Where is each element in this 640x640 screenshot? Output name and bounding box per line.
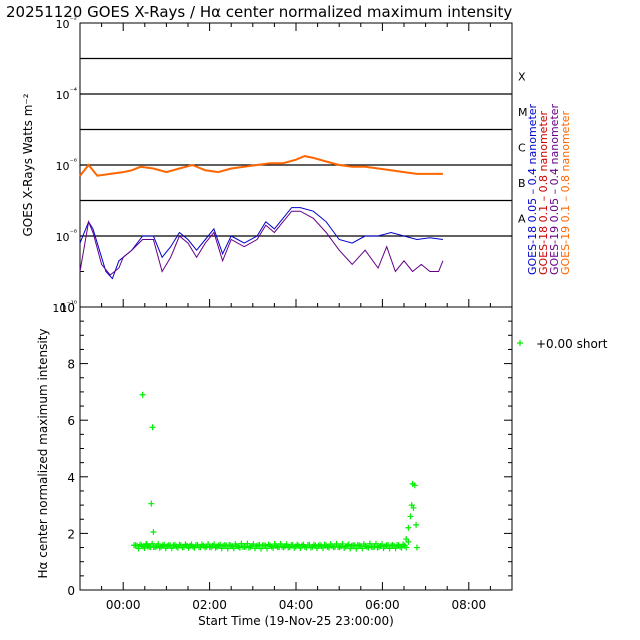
data-point <box>333 540 340 547</box>
data-point <box>378 541 385 548</box>
halpha-legend-label: +0.00 short <box>536 337 608 351</box>
y-tick-label: 6 <box>67 414 75 428</box>
data-point <box>238 540 245 547</box>
data-point <box>372 540 379 547</box>
data-point <box>320 545 326 552</box>
data-point <box>270 544 277 551</box>
data-point <box>403 544 410 551</box>
data-point <box>359 545 366 552</box>
data-point <box>150 528 157 535</box>
halpha-panel: 0 2 4 6 8 10 Hα center normalized maximum inte… <box>36 301 608 628</box>
data-point <box>244 540 251 547</box>
legend-entry: GOES-18 0.05 – 0.4 nanometer <box>526 103 539 275</box>
data-point <box>230 545 237 552</box>
data-point <box>135 545 142 552</box>
series-line <box>79 210 444 276</box>
data-point <box>410 504 417 511</box>
data-point <box>224 545 231 552</box>
x-tick-label: 06:00 <box>365 598 400 612</box>
data-point <box>236 544 243 551</box>
x-tick-label: 08:00 <box>452 598 487 612</box>
halpha-y-axis-label: Hα center normalized maximum intensity <box>36 329 50 579</box>
data-point <box>149 540 156 547</box>
legend-entry: GOES-18 0.1 – 0.8 nanometer <box>537 110 550 275</box>
chart-title: 20251120 GOES X-Rays / Hα center normali… <box>6 3 512 21</box>
data-point <box>405 538 412 545</box>
y-tick-label: 10⁻⁴ <box>56 86 77 102</box>
data-point <box>283 541 290 548</box>
data-point <box>143 541 150 548</box>
data-point <box>392 545 399 552</box>
y-tick-label: 10⁻² <box>56 15 77 31</box>
x-tick-label: 02:00 <box>192 598 227 612</box>
y-tick-label: 10⁻⁸ <box>56 228 77 244</box>
data-point <box>517 340 523 346</box>
data-point <box>264 545 271 552</box>
data-point <box>148 500 155 507</box>
y-tick-label: 0 <box>67 584 75 598</box>
data-point <box>149 424 156 431</box>
y-tick-label: 8 <box>67 358 75 372</box>
data-point <box>365 544 372 551</box>
flare-class-label: X <box>518 70 526 83</box>
data-point <box>155 540 162 547</box>
legend-entry: GOES-19 0.05 – 0.4 nanometer <box>548 103 561 275</box>
flare-class-label: A <box>518 212 526 225</box>
legend-entry: GOES-19 0.1 – 0.8 nanometer <box>559 110 572 275</box>
flare-class-label: M <box>518 106 528 119</box>
x-tick-label: 00:00 <box>106 598 141 612</box>
data-point <box>258 545 265 552</box>
data-point <box>141 544 148 551</box>
data-point <box>413 521 420 528</box>
data-point <box>250 541 257 548</box>
data-point <box>353 545 360 552</box>
y-tick-label: 10 <box>60 301 75 315</box>
data-point <box>211 541 218 548</box>
data-point <box>405 524 412 531</box>
data-point <box>345 541 352 548</box>
y-tick-label: 10⁻⁶ <box>56 157 77 173</box>
y-tick-label: 2 <box>67 527 75 541</box>
xray-y-axis-label: GOES X-Rays Watts m⁻² <box>21 93 35 236</box>
y-tick-label: 4 <box>67 471 75 485</box>
flare-class-label: B <box>518 177 526 190</box>
x-axis-label: Start Time (19-Nov-25 23:00:00) <box>198 614 394 628</box>
x-tick-label: 04:00 <box>279 598 314 612</box>
data-point <box>413 544 420 551</box>
series-line <box>79 207 443 280</box>
flare-class-label: C <box>518 141 526 154</box>
data-point <box>339 540 346 547</box>
data-point <box>366 540 373 547</box>
data-point <box>411 482 418 489</box>
data-point <box>407 513 414 520</box>
series-line <box>79 155 443 177</box>
data-point <box>139 391 146 398</box>
